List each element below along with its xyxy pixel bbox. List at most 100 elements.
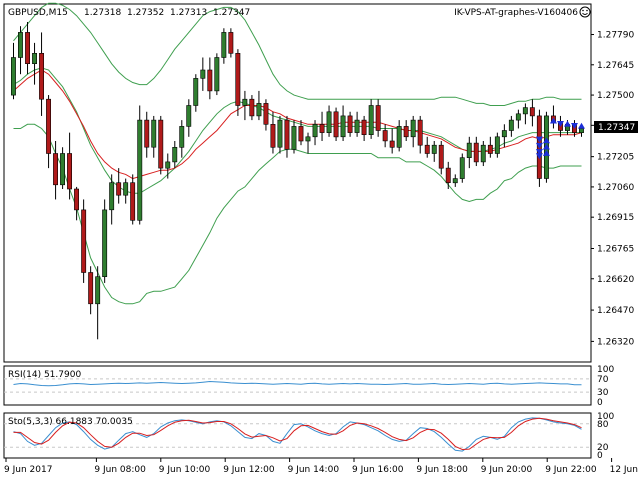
candle-body (319, 124, 325, 133)
candle-body (109, 182, 115, 211)
candle-body (17, 32, 23, 58)
bollinger-bands (13, 2, 582, 305)
candle (221, 28, 227, 64)
candle (473, 136, 479, 167)
candle (81, 199, 87, 283)
candle (354, 111, 360, 137)
candle-body (445, 167, 451, 184)
candle (102, 199, 108, 283)
candle (228, 28, 234, 58)
candle (389, 128, 395, 154)
candle (235, 49, 241, 116)
candle-body (480, 144, 486, 163)
candle (431, 140, 437, 162)
x-tick-label: 9 Jun 14:00 (288, 465, 340, 475)
candle (361, 115, 367, 141)
candle-body (39, 52, 45, 100)
y-tick-label: 0 (597, 451, 603, 461)
candle (333, 107, 339, 141)
candle (116, 168, 122, 204)
candle (298, 120, 304, 146)
signal-arrow-icon (549, 117, 557, 124)
moving-average (13, 69, 582, 180)
candle-body (32, 52, 38, 64)
candle-body (368, 105, 374, 136)
candlesticks (11, 22, 584, 340)
ohlc-low: 1.27313 (170, 8, 207, 18)
candle-body (263, 103, 269, 125)
candle-body (312, 124, 318, 138)
candle (417, 115, 423, 154)
rsi-level-lines (4, 378, 591, 393)
candle (508, 115, 514, 137)
candle-body (452, 178, 458, 184)
rsi-pane[interactable] (3, 365, 592, 406)
candle (263, 99, 269, 131)
signal-arrow-icon (542, 149, 550, 156)
candle (284, 115, 290, 158)
x-tick-label: 9 Jun 16:00 (352, 465, 404, 475)
candle-body (375, 105, 381, 131)
candle-body (305, 136, 311, 142)
candle (88, 266, 94, 315)
y-tick-label: 1.27060 (597, 183, 634, 193)
candle-body (179, 126, 185, 148)
signal-arrow-icon (542, 137, 550, 144)
y-tick-label: 1.26320 (597, 337, 634, 347)
candle-body (242, 98, 248, 106)
x-tick-label: 9 Jun 12:00 (223, 465, 275, 475)
y-tick-label: 100 (597, 365, 614, 375)
candle (32, 42, 38, 85)
candle-body (466, 142, 472, 159)
candle-body (256, 103, 262, 117)
candle-body (410, 119, 416, 138)
stochastic-title: Sto(5,3,3) 66.1883 70.0035 (8, 417, 133, 427)
candle-body (340, 115, 346, 138)
candle-body (473, 142, 479, 163)
candle (445, 161, 451, 189)
stochastic-main-line (13, 417, 582, 452)
indicator-name-label: IK-VPS-AT-graphes-V160406 (454, 8, 578, 18)
ohlc-close: 1.27347 (213, 8, 250, 18)
stochastic-pane[interactable] (3, 412, 592, 459)
candle-body (431, 144, 437, 154)
candle-body (11, 57, 16, 96)
candle-body (221, 32, 227, 58)
candle (158, 115, 164, 175)
candle-body (53, 153, 59, 186)
candle (130, 174, 136, 225)
candle (459, 153, 465, 183)
candle (529, 99, 535, 127)
signal-arrow-icon (535, 136, 543, 143)
candle (270, 111, 276, 154)
candle (179, 120, 185, 158)
candle-body (74, 188, 80, 211)
signal-arrows (535, 117, 586, 160)
candle-body (137, 119, 143, 221)
y-tick-label: 1.26915 (597, 213, 634, 223)
candle (67, 132, 73, 200)
candle (438, 140, 444, 175)
candle-body (361, 119, 367, 135)
candle (11, 42, 16, 100)
signal-arrow-icon (570, 123, 579, 129)
candle (326, 105, 332, 137)
candle (242, 90, 248, 121)
candle-body (508, 119, 514, 131)
candle-body (494, 136, 500, 154)
main-price-pane[interactable] (3, 2, 592, 363)
signal-arrow-icon (535, 153, 543, 160)
candle (452, 174, 458, 187)
candle-body (270, 124, 276, 148)
main-pane-border (3, 3, 592, 363)
x-tick-label: 9 Jun 10:00 (159, 465, 211, 475)
signal-arrow-icon (542, 143, 550, 150)
candle-body (403, 126, 409, 138)
candle (151, 115, 157, 158)
y-tick-label: 1.26470 (597, 306, 634, 316)
y-tick-label: 1.26765 (597, 244, 634, 254)
